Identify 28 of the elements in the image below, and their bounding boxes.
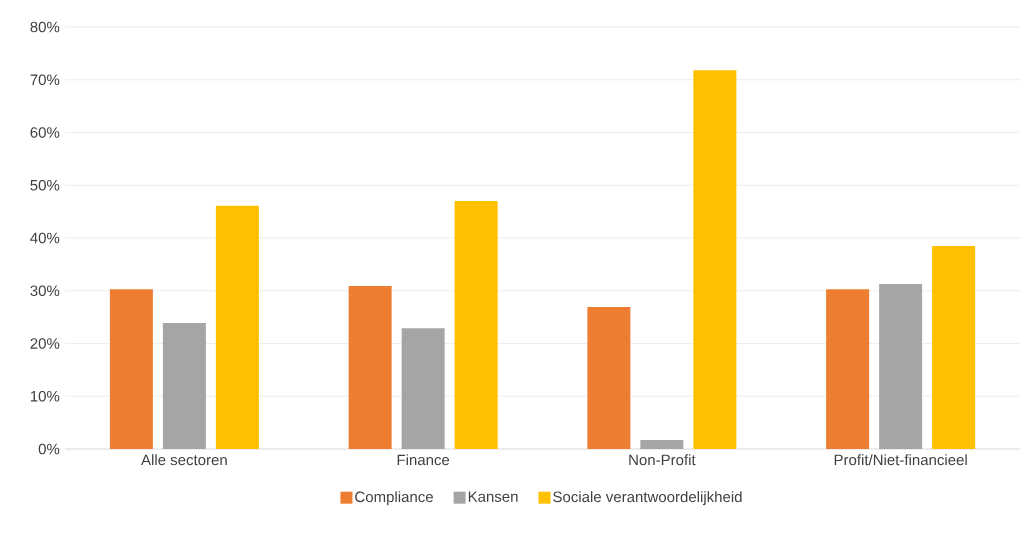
x-tick-label: Alle sectoren [141, 454, 227, 466]
y-tick-label: 20% [30, 338, 60, 349]
bar [162, 322, 206, 449]
y-tick-label: 30% [30, 285, 60, 297]
bar [587, 307, 631, 449]
legend-label: Kansen [468, 491, 518, 502]
bar [454, 201, 498, 449]
bar [215, 205, 259, 449]
y-tick-label: 70% [30, 74, 60, 86]
y-tick-label: 60% [30, 127, 60, 138]
y-tick-label: 0% [38, 443, 60, 455]
bar [640, 440, 684, 449]
y-tick-label: 80% [30, 21, 60, 33]
bar [879, 283, 923, 449]
legend-label: Sociale verantwoordelijkheid [553, 491, 742, 506]
bar [109, 289, 153, 449]
bar [693, 70, 737, 449]
y-tick-label: 10% [30, 390, 60, 402]
legend-label: Compliance [355, 491, 433, 506]
bar [932, 245, 976, 449]
x-tick-label: Non-Profit [629, 454, 696, 466]
bar [348, 285, 392, 449]
x-tick-label: Finance [397, 454, 450, 466]
x-tick-label: Profit/Niet-financieel [834, 454, 967, 466]
bar [401, 328, 445, 449]
y-tick-label: 40% [30, 232, 60, 244]
y-tick-label: 50% [30, 179, 60, 191]
bar [826, 289, 870, 449]
